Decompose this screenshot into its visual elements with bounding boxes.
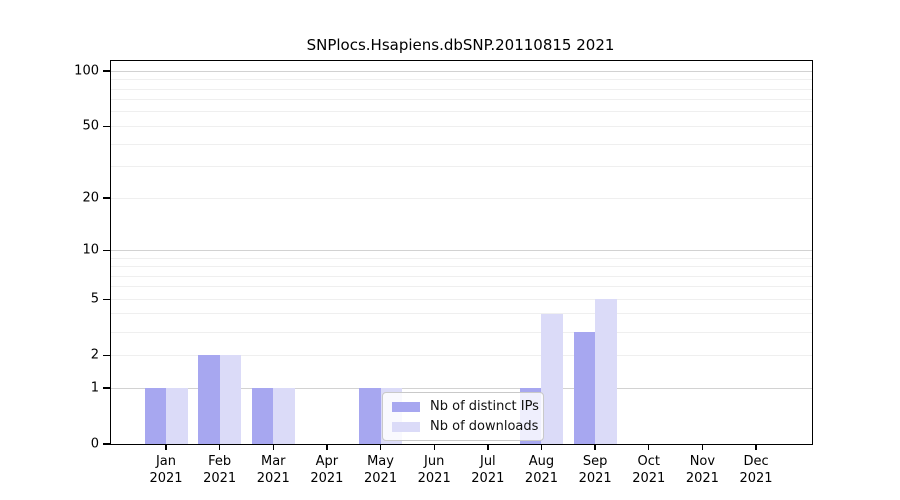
- x-axis-tick-label: Sep 2021: [578, 454, 612, 486]
- plot-area: 100 50 20 10 5 2 1 0 Jan 2021 Feb 2021 Mar 2021 Apr…: [74, 60, 813, 486]
- x-axis-tick: [487, 444, 489, 450]
- y-axis-tick-label: 100: [74, 63, 99, 79]
- y-axis-tick-label: 1: [90, 380, 99, 396]
- x-axis-tick-label: Apr 2021: [310, 454, 344, 486]
- x-axis-tick: [701, 444, 704, 450]
- gridline-minor: [111, 111, 812, 113]
- y-axis-tick-label: 20: [82, 190, 99, 206]
- gridline-minor: [111, 166, 812, 168]
- x-axis-tick-label: Dec 2021: [739, 454, 773, 486]
- x-axis-tick: [648, 444, 650, 450]
- bar-distinct-ips-may: [359, 388, 381, 444]
- x-axis-tick-label: Aug 2021: [524, 454, 559, 486]
- y-axis-tick-label: 5: [90, 291, 99, 307]
- bar-downloads-mar: [273, 388, 295, 444]
- y-axis-tick: [103, 125, 110, 128]
- y-axis-tick: [103, 443, 110, 445]
- gridline-minor: [111, 266, 812, 267]
- x-axis-tick-label: Mar 2021: [256, 454, 290, 486]
- x-axis-tick: [218, 444, 221, 450]
- bar-distinct-ips-feb: [198, 355, 220, 444]
- x-axis-tick: [379, 444, 382, 450]
- x-axis-tick-label: Jun 2021: [417, 454, 451, 486]
- x-axis-tick-label: Nov 2021: [685, 454, 719, 486]
- gridline-minor: [111, 275, 812, 277]
- y-axis-tick: [103, 354, 110, 356]
- legend-label: Nb of distinct IPs: [430, 399, 539, 414]
- gridline-major: [111, 70, 812, 72]
- x-axis-tick: [433, 444, 435, 450]
- bar-downloads-feb: [219, 355, 242, 444]
- gridline-minor: [111, 286, 812, 288]
- y-axis-tick-label: 2: [90, 347, 99, 363]
- plot-canvas: 100 50 20 10 5 2 1 0 Jan 2021 Feb 2021 Mar 2021 Apr…: [74, 61, 812, 486]
- y-axis-tick: [103, 70, 110, 72]
- y-axis-tick: [103, 298, 110, 300]
- x-axis-tick-label: May 2021: [364, 454, 398, 486]
- y-axis-tick: [103, 387, 110, 389]
- gridline-minor: [111, 313, 812, 315]
- x-axis-tick-label: Jul 2021: [471, 454, 505, 486]
- x-axis-tick: [755, 444, 757, 450]
- legend: Nb of distinct IPs Nb of downloads: [382, 392, 544, 441]
- legend-row: Nb of downloads: [392, 419, 538, 434]
- gridline-minor: [111, 99, 812, 101]
- bar-distinct-ips-jan: [144, 388, 166, 444]
- gridline-minor: [111, 79, 812, 81]
- gridline-minor: [111, 88, 812, 90]
- gridline-major: [111, 387, 812, 389]
- bar-downloads-sep: [595, 299, 617, 444]
- gridline-minor: [111, 354, 812, 356]
- y-axis-tick: [103, 197, 110, 199]
- y-axis-tick: [103, 249, 110, 251]
- bar-downloads-aug: [541, 313, 563, 444]
- x-axis-tick: [326, 444, 328, 450]
- legend-swatch-distinct-ips: [392, 401, 420, 412]
- gridline-minor: [111, 298, 812, 300]
- gridline-minor: [111, 143, 812, 145]
- bar-distinct-ips-sep: [573, 332, 596, 444]
- x-axis-tick: [540, 444, 543, 450]
- gridline-minor: [111, 257, 812, 259]
- bar-distinct-ips-mar: [251, 388, 274, 444]
- gridline-minor: [111, 331, 812, 333]
- legend-row: Nb of distinct IPs: [392, 399, 539, 414]
- x-axis-tick: [594, 444, 596, 450]
- x-axis-tick-label: Oct 2021: [632, 454, 666, 486]
- x-axis-tick: [165, 444, 167, 450]
- x-axis-tick-label: Feb 2021: [203, 454, 237, 486]
- x-axis-tick-label: Jan 2021: [149, 454, 183, 486]
- chart-title: SNPlocs.Hsapiens.dbSNP.20110815 2021: [306, 36, 615, 54]
- gridline-minor: [111, 125, 812, 127]
- y-axis-tick-label: 10: [82, 242, 99, 258]
- gridline-major: [111, 249, 812, 251]
- y-axis-tick-label: 50: [82, 118, 99, 134]
- y-axis-tick-label: 0: [90, 436, 99, 452]
- legend-label: Nb of downloads: [430, 419, 539, 434]
- legend-swatch-downloads: [392, 421, 420, 432]
- bar-downloads-jan: [166, 388, 188, 444]
- x-axis-tick: [272, 444, 274, 450]
- gridline-minor: [111, 197, 812, 199]
